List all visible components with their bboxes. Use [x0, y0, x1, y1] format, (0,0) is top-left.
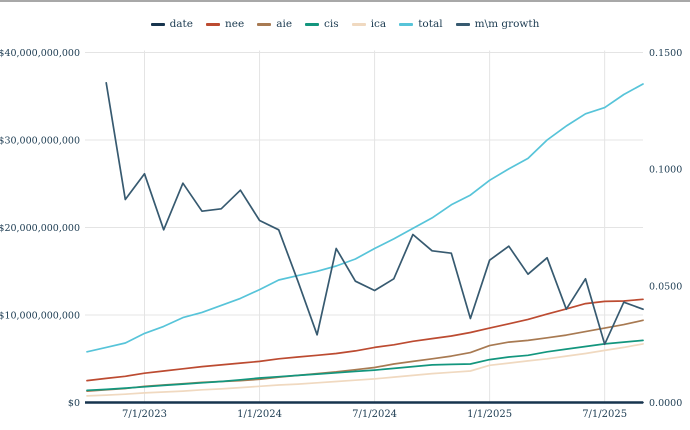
legend-label: aie — [276, 18, 293, 30]
series-line-total — [86, 83, 644, 353]
legend-swatch — [455, 22, 470, 26]
right-axis-tick-label: 0.0000 — [649, 398, 682, 409]
left-axis-tick-label: $30,000,000,000 — [0, 136, 80, 147]
legend-item-aie[interactable]: aie — [257, 18, 292, 30]
series-line-cis — [86, 339, 644, 392]
series-line-aie — [86, 319, 644, 392]
legend-swatch — [399, 22, 414, 26]
legend-item-total[interactable]: total — [399, 18, 443, 30]
legend-label: m\m growth — [474, 18, 540, 30]
legend-item-cis[interactable]: cis — [305, 18, 339, 30]
left-axis-tick-label: $20,000,000,000 — [0, 223, 80, 234]
legend-label: date — [169, 18, 193, 30]
legend-item-nee[interactable]: nee — [206, 18, 244, 30]
legend-label: ica — [370, 18, 387, 30]
x-axis-tick-label: 7/1/2024 — [352, 409, 397, 420]
right-axis-tick-label: 0.1500 — [649, 48, 682, 59]
legend-label: total — [418, 18, 443, 30]
legend-item-ica[interactable]: ica — [351, 18, 387, 30]
legend-label: cis — [324, 18, 339, 30]
series-line-m-m-growth — [105, 81, 644, 346]
chart-legend: date nee aie cis ica total m\m growth — [0, 18, 690, 30]
series-line-ica — [86, 343, 644, 397]
legend-swatch — [206, 22, 220, 26]
legend-swatch — [351, 22, 366, 26]
legend-swatch — [150, 22, 165, 26]
right-axis-tick-label: 0.0500 — [649, 281, 682, 292]
right-axis-tick-label: 0.1000 — [649, 165, 682, 176]
legend-item-m-m-growth[interactable]: m\m growth — [455, 18, 540, 30]
left-axis-tick-label: $40,000,000,000 — [0, 48, 80, 59]
left-axis-tick-label: $10,000,000,000 — [0, 311, 80, 322]
legend-swatch — [305, 22, 320, 26]
left-axis-tick-label: $0 — [68, 398, 80, 409]
series-line-nee — [86, 298, 644, 382]
x-axis-tick-label: 7/1/2023 — [122, 409, 167, 420]
legend-label: nee — [225, 18, 245, 30]
x-axis-tick-label: 1/1/2024 — [237, 409, 282, 420]
legend-item-date[interactable]: date — [150, 18, 193, 30]
x-axis-tick-label: 1/1/2025 — [467, 409, 512, 420]
x-axis-tick-label: 7/1/2025 — [582, 409, 627, 420]
legend-swatch — [257, 22, 272, 26]
